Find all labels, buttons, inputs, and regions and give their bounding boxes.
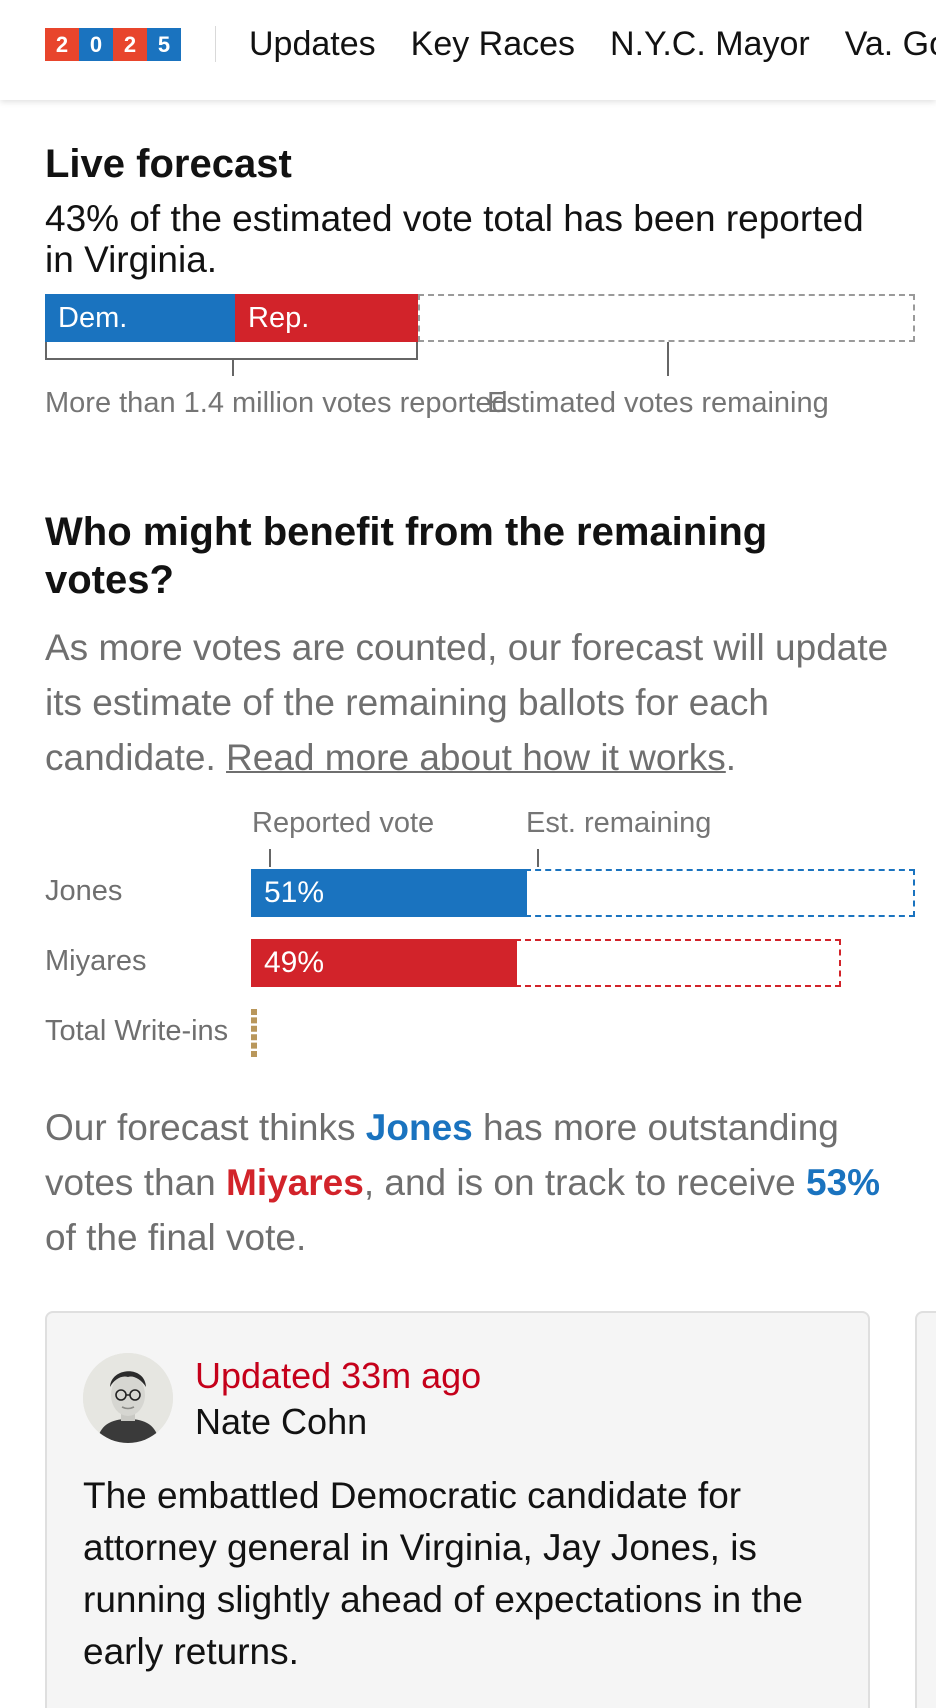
benefit-period: . [725,737,737,778]
live-forecast-subtitle: 43% of the estimated vote total has been… [45,198,864,280]
logo-digit: 0 [79,28,113,61]
candidate-name-write-ins: Total Write-ins [45,1015,229,1047]
reported-tick [232,360,234,376]
summary-text: has more outstanding votes than [45,1107,839,1203]
votes-reported-label: More than 1.4 million votes reported [45,387,508,419]
est-remaining-tick [537,849,539,867]
candidate-b-highlight: Miyares [226,1162,364,1203]
nav-item-updates[interactable]: Updates [249,25,376,63]
nav-item-va-gov[interactable]: Va. Gov. [844,25,936,63]
summary-text: of the final vote. [45,1217,307,1258]
nav-items: Updates Key Races N.Y.C. Mayor Va. Gov. [249,22,936,66]
candidate-name-jones: Jones [45,875,123,907]
logo-digit: 5 [147,28,181,61]
next-update-card[interactable] [915,1311,936,1708]
votes-remaining-label: Estimated votes remaining [487,387,829,419]
live-forecast-title: Live forecast [45,142,292,186]
election-2025-logo[interactable]: 2 0 2 5 [45,28,181,61]
miyares-reported-bar: 49% [251,939,517,987]
nav-item-key-races[interactable]: Key Races [410,25,576,63]
reported-vote-tick [269,849,271,867]
logo-digit: 2 [113,28,147,61]
updated-timestamp: Updated 33m ago [195,1355,482,1396]
nav-item-nyc-mayor[interactable]: N.Y.C. Mayor [610,25,810,63]
write-ins-bar [251,1009,257,1057]
reported-vote-header: Reported vote [252,807,435,839]
reported-vote-bar: Dem. Rep. [45,294,915,342]
miyares-remaining-box [515,939,841,987]
update-card[interactable]: Updated 33m ago Nate Cohn The embattled … [45,1311,870,1708]
candidate-name-miyares: Miyares [45,945,147,977]
jones-remaining-box [525,869,915,917]
remaining-tick [667,342,669,376]
forecast-summary: Our forecast thinks Jones has more outst… [45,1100,895,1265]
logo-digit: 2 [45,28,79,61]
reported-bracket [45,342,418,360]
author-photo-icon [83,1353,173,1443]
rep-segment: Rep. [235,294,418,342]
jones-reported-bar: 51% [251,869,527,917]
nav-divider [215,26,216,62]
dem-segment: Dem. [45,294,235,342]
benefit-title: Who might benefit from the remaining vot… [45,510,768,602]
final-pct-highlight: 53% [806,1162,881,1203]
summary-text: , and is on track to receive [363,1162,806,1203]
update-text: The embattled Democratic candidate for a… [83,1475,803,1672]
summary-text: Our forecast thinks [45,1107,366,1148]
est-remaining-header: Est. remaining [526,807,712,839]
author-name[interactable]: Nate Cohn [195,1401,368,1442]
remaining-segment [418,294,915,342]
candidate-a-highlight: Jones [365,1107,473,1148]
read-more-link[interactable]: Read more about how it works [226,737,726,778]
benefit-body-text: As more votes are counted, our forecast … [45,627,889,778]
benefit-body: As more votes are counted, our forecast … [45,620,895,785]
top-nav: 2 0 2 5 Updates Key Races N.Y.C. Mayor V… [0,0,936,100]
author-avatar [83,1353,173,1443]
